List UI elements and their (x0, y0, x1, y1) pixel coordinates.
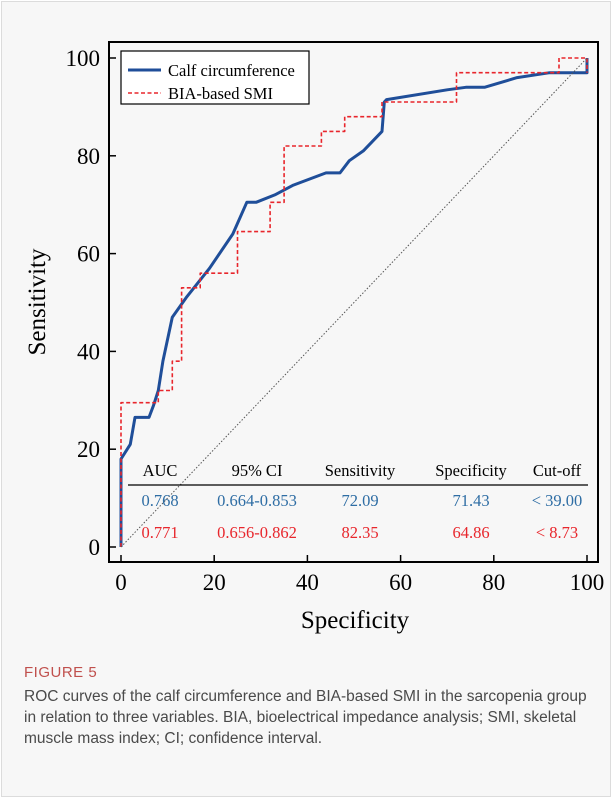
plot-frame (108, 41, 599, 563)
figure-label: FIGURE 5 (24, 664, 98, 681)
x-tick-label: 80 (482, 570, 505, 595)
table-cell-bia: 0.656-0.862 (217, 523, 297, 542)
table-cell-calf: 0.768 (141, 491, 178, 510)
table-header-cut-off: Cut-off (533, 461, 582, 480)
table-header-95-ci: 95% CI (232, 461, 283, 480)
table-cell-bia: < 8.73 (536, 523, 578, 542)
table-header-sensitivity: Sensitivity (325, 461, 396, 480)
legend-label-bia-based-smi: BIA-based SMI (168, 84, 273, 103)
y-axis-label: Sensitivity (24, 248, 51, 355)
table-cell-bia: 64.86 (452, 523, 489, 542)
x-tick-label: 0 (115, 570, 127, 595)
table-cell-calf: 0.664-0.853 (217, 491, 297, 510)
roc-chart: 0 20 40 60 80 100 0 20 40 60 80 100 AUC 95% CI Sensit… (24, 41, 605, 634)
y-tick-label: 80 (77, 144, 100, 169)
x-axis-label: Specificity (301, 607, 410, 634)
legend-box (120, 50, 310, 105)
reference-diagonal-line (120, 57, 588, 548)
table-cell-calf: 71.43 (452, 491, 489, 510)
x-tick-label: 20 (203, 570, 226, 595)
x-tick-label: 100 (570, 570, 605, 595)
series-line-bia-based-smi (120, 57, 588, 547)
legend-label-calf-circumference: Calf circumference (168, 61, 295, 80)
y-tick-label: 100 (66, 46, 101, 71)
table-cell-calf: < 39.00 (532, 491, 583, 510)
x-tick-label: 60 (389, 570, 412, 595)
table-header-specificity: Specificity (435, 461, 507, 480)
y-tick-label: 0 (89, 535, 101, 560)
figure-caption: ROC curves of the calf circumference and… (24, 688, 587, 747)
y-tick-label: 40 (77, 339, 100, 364)
y-tick-label: 60 (77, 242, 100, 267)
table-header-auc: AUC (143, 461, 178, 480)
x-tick-label: 40 (296, 570, 319, 595)
table-cell-calf: 72.09 (341, 491, 378, 510)
y-tick-label: 20 (77, 437, 100, 462)
table-cell-bia: 0.771 (141, 523, 178, 542)
table-cell-bia: 82.35 (341, 523, 378, 542)
